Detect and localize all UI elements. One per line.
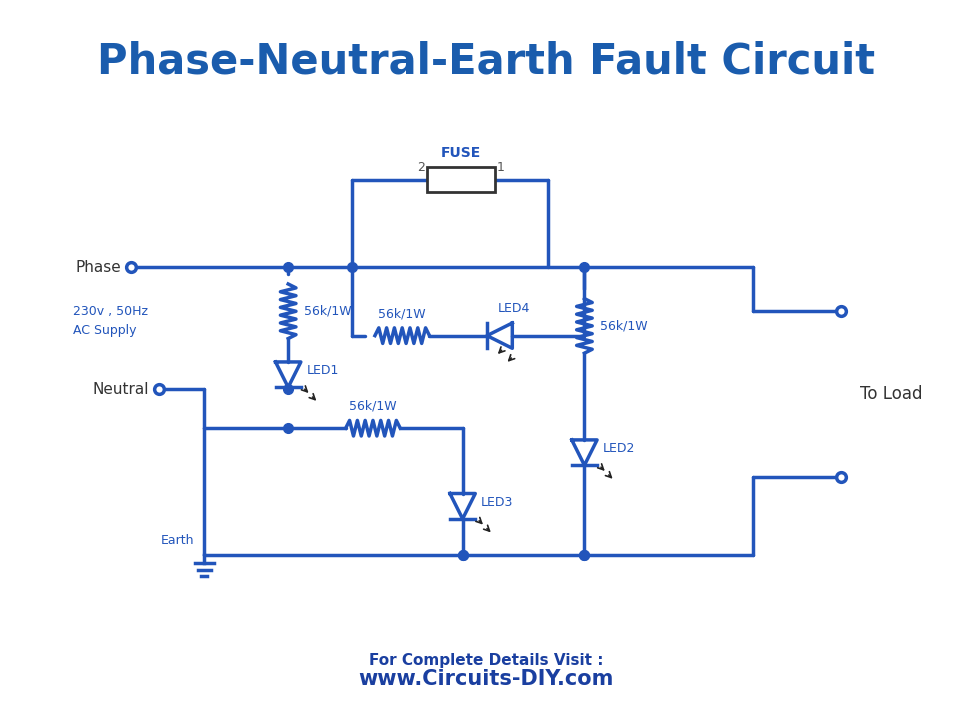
Text: LED1: LED1 — [307, 364, 339, 377]
Bar — [427, 167, 495, 192]
Text: LED4: LED4 — [498, 302, 530, 315]
Text: To Load: To Load — [860, 385, 922, 403]
Text: 1: 1 — [497, 161, 504, 174]
Text: 56k/1W: 56k/1W — [378, 307, 426, 320]
Text: 230v , 50Hz
AC Supply: 230v , 50Hz AC Supply — [73, 305, 148, 337]
Text: Neutral: Neutral — [92, 382, 149, 397]
Text: Phase: Phase — [76, 260, 122, 275]
Text: Phase-Neutral-Earth Fault Circuit: Phase-Neutral-Earth Fault Circuit — [97, 41, 875, 83]
Text: LED2: LED2 — [603, 442, 636, 455]
Text: FUSE: FUSE — [440, 146, 481, 161]
Text: 2: 2 — [417, 161, 425, 174]
Text: www.Circuits-DIY.com: www.Circuits-DIY.com — [359, 669, 613, 688]
Text: 56k/1W: 56k/1W — [600, 320, 647, 333]
Text: LED3: LED3 — [481, 496, 513, 509]
Text: 56k/1W: 56k/1W — [304, 305, 352, 318]
Text: Earth: Earth — [160, 534, 194, 546]
Text: For Complete Details Visit :: For Complete Details Visit : — [368, 652, 604, 667]
Text: 56k/1W: 56k/1W — [349, 400, 397, 413]
